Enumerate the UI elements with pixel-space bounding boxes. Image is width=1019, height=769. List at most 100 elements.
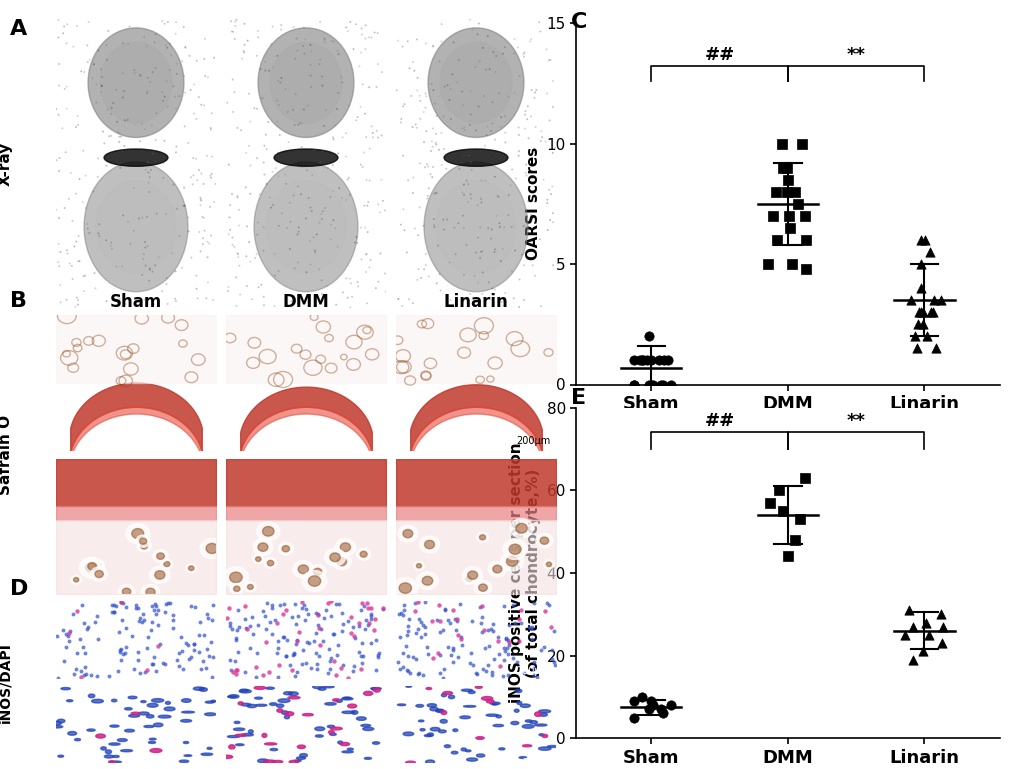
Point	[308, 608, 324, 620]
Point	[200, 612, 216, 624]
Point	[358, 266, 374, 278]
Point	[643, 378, 659, 391]
Point	[73, 671, 90, 683]
Point	[199, 608, 215, 620]
Point	[252, 188, 268, 201]
Circle shape	[233, 586, 239, 591]
Circle shape	[267, 561, 273, 566]
Point	[342, 278, 359, 290]
Point	[346, 660, 363, 672]
Point	[449, 629, 466, 641]
Point	[90, 171, 106, 183]
Point	[227, 20, 244, 32]
Ellipse shape	[66, 700, 72, 702]
Point	[474, 288, 490, 300]
Point	[505, 33, 522, 45]
Point	[281, 197, 298, 209]
Point	[249, 50, 265, 62]
Point	[298, 603, 314, 615]
Point	[239, 35, 256, 47]
Ellipse shape	[284, 712, 293, 716]
Point	[316, 34, 332, 46]
Point	[457, 124, 473, 136]
Point	[440, 641, 457, 653]
Point	[203, 229, 219, 241]
Point	[489, 190, 505, 202]
Circle shape	[71, 575, 82, 584]
Ellipse shape	[269, 703, 277, 705]
Point	[759, 258, 775, 270]
Point	[462, 188, 478, 201]
Point	[450, 54, 467, 66]
Point	[195, 238, 211, 250]
Point	[912, 234, 928, 246]
Point	[192, 615, 208, 628]
Point	[288, 32, 305, 45]
Point	[73, 65, 90, 78]
Point	[59, 18, 75, 31]
Point	[311, 58, 327, 70]
Point	[429, 239, 445, 251]
Point	[265, 198, 281, 211]
Ellipse shape	[181, 711, 195, 713]
Point	[191, 646, 207, 658]
Point	[272, 76, 288, 88]
Point	[345, 43, 362, 55]
Point	[323, 595, 339, 608]
Circle shape	[150, 566, 170, 584]
Point	[464, 614, 480, 627]
Point	[922, 306, 938, 318]
Point	[189, 113, 205, 125]
Circle shape	[516, 524, 527, 533]
Point	[122, 238, 139, 250]
Point	[258, 636, 274, 648]
Point	[158, 598, 174, 610]
Point	[159, 101, 175, 113]
Circle shape	[161, 559, 173, 569]
Point	[425, 213, 441, 225]
Ellipse shape	[207, 747, 212, 749]
Point	[114, 68, 130, 80]
Ellipse shape	[539, 713, 547, 716]
Circle shape	[416, 564, 421, 568]
Point	[136, 253, 152, 265]
Point	[303, 662, 319, 674]
Text: DMM: DMM	[282, 294, 329, 311]
Point	[264, 599, 280, 611]
Point	[633, 355, 649, 367]
Point	[474, 245, 490, 258]
Point	[314, 71, 330, 83]
Ellipse shape	[221, 755, 232, 758]
Point	[470, 231, 486, 244]
Point	[195, 655, 211, 667]
Point	[282, 215, 299, 228]
Ellipse shape	[144, 725, 154, 727]
Point	[161, 64, 177, 76]
Ellipse shape	[183, 741, 189, 744]
Point	[413, 271, 429, 284]
Point	[289, 228, 306, 241]
Point	[165, 80, 181, 92]
Point	[240, 140, 257, 152]
Point	[60, 630, 76, 642]
Point	[263, 628, 279, 641]
Point	[511, 129, 527, 141]
Point	[111, 644, 127, 656]
Point	[258, 128, 274, 141]
Point	[544, 75, 560, 87]
Point	[353, 253, 369, 265]
Ellipse shape	[128, 714, 140, 717]
Point	[258, 143, 274, 155]
Ellipse shape	[88, 28, 183, 138]
Point	[52, 279, 68, 291]
Ellipse shape	[324, 703, 336, 705]
Point	[121, 20, 138, 32]
Point	[444, 644, 461, 657]
Point	[111, 626, 127, 638]
Point	[131, 611, 148, 624]
Point	[159, 298, 175, 310]
Point	[358, 248, 374, 261]
Point	[662, 378, 679, 391]
Ellipse shape	[274, 149, 337, 166]
Point	[480, 222, 496, 235]
